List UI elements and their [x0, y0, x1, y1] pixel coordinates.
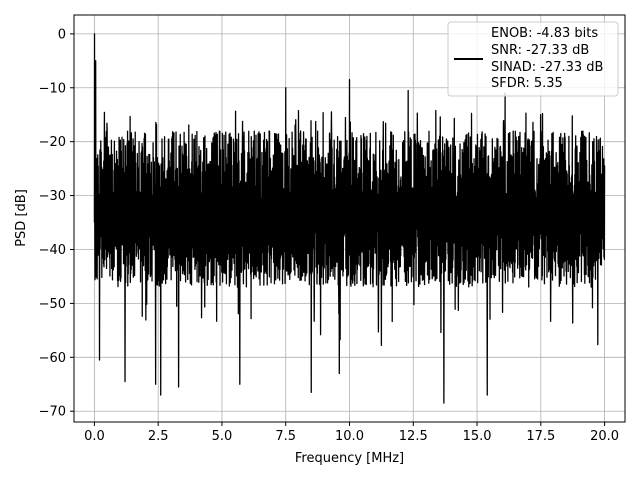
- x-tick-label: 12.5: [399, 429, 428, 444]
- y-tick-label: −50: [39, 297, 66, 312]
- x-tick-label: 10.0: [335, 429, 364, 444]
- legend-sinad: SINAD: -27.33 dB: [491, 60, 603, 75]
- y-axis-label: PSD [dB]: [14, 189, 29, 247]
- x-tick-label: 17.5: [526, 429, 555, 444]
- y-axis-ticks: 0 −10 −20 −30 −40 −50 −60 −70: [39, 27, 74, 420]
- x-axis-ticks: 0.0 2.5 5.0 7.5 10.0 12.5 15.0 17.5 20.0: [84, 422, 619, 444]
- x-tick-label: 7.5: [275, 429, 296, 444]
- x-tick-label: 2.5: [148, 429, 169, 444]
- y-tick-label: −70: [39, 405, 66, 420]
- y-tick-label: −30: [39, 189, 66, 204]
- data-layer: [93, 33, 606, 404]
- y-tick-label: −60: [39, 351, 66, 366]
- legend-box: [447, 21, 619, 97]
- x-tick-label: 5.0: [212, 429, 233, 444]
- y-tick-label: −40: [39, 243, 66, 258]
- x-tick-label: 15.0: [463, 429, 492, 444]
- legend-sfdr: SFDR: 5.35: [491, 76, 563, 91]
- y-tick-label: 0: [58, 27, 66, 42]
- x-axis-label: Frequency [MHz]: [295, 451, 404, 466]
- legend: ENOB: -4.83 bits SNR: -27.33 dB SINAD: -…: [447, 21, 619, 97]
- y-tick-label: −10: [39, 81, 66, 96]
- legend-snr: SNR: -27.33 dB: [491, 43, 589, 58]
- x-tick-label: 0.0: [84, 429, 105, 444]
- legend-enob: ENOB: -4.83 bits: [491, 26, 598, 41]
- y-tick-label: −20: [39, 135, 66, 150]
- psd-series-line: [93, 33, 606, 404]
- x-tick-label: 20.0: [590, 429, 619, 444]
